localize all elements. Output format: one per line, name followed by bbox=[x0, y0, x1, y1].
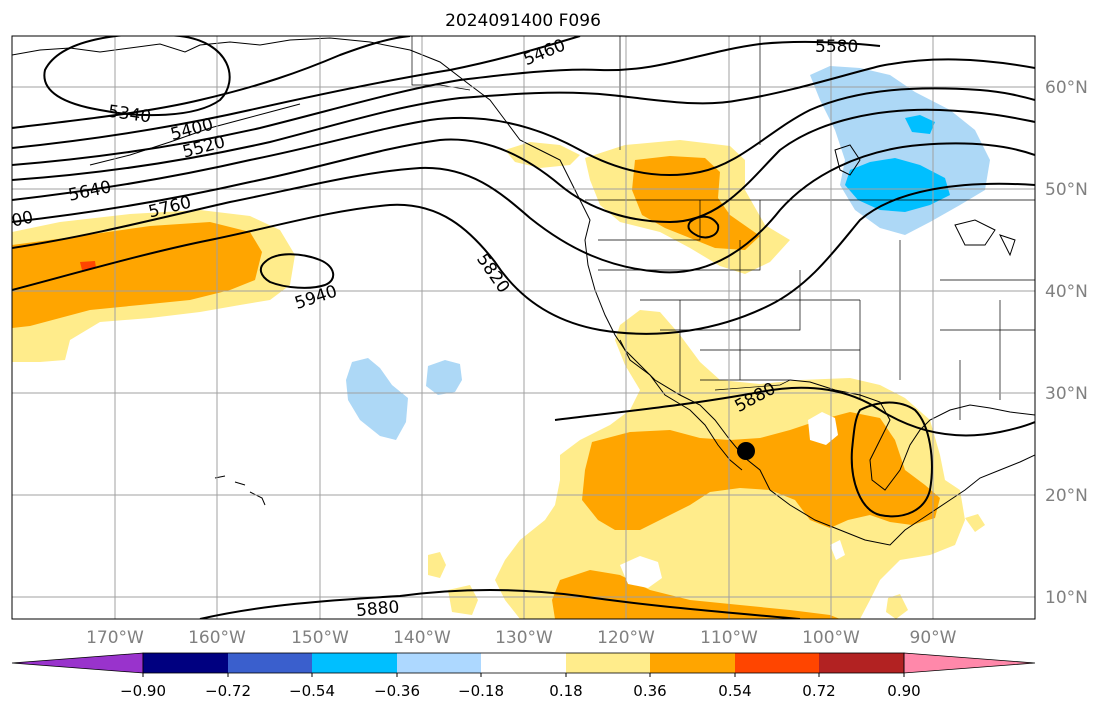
colorbar-tick-10: 0.90 bbox=[887, 682, 920, 700]
coastline-alaska bbox=[12, 37, 1035, 546]
colorbar-tick-1: −0.90 bbox=[120, 682, 166, 700]
colorbar-segment-8 bbox=[735, 653, 819, 673]
contour-5400 bbox=[12, 36, 411, 129]
colorbar-segment-2 bbox=[228, 653, 312, 673]
contour-5940 bbox=[259, 253, 335, 289]
contour-label-5580: 5580 bbox=[815, 37, 858, 57]
shade-orange-pacific bbox=[12, 222, 262, 328]
lon-label-120w: 120°W bbox=[597, 628, 655, 648]
lon-label-150w: 150°W bbox=[291, 628, 349, 648]
shade-white-hole-2 bbox=[620, 556, 662, 588]
colorbar-tick-5: −0.18 bbox=[458, 682, 504, 700]
graticule bbox=[12, 36, 1035, 619]
shade-light-blue-blob-2 bbox=[426, 360, 462, 395]
lon-label-170w: 170°W bbox=[86, 628, 144, 648]
contour-5760 bbox=[12, 142, 1035, 274]
shade-light-yellow-small-2 bbox=[448, 585, 478, 615]
lat-label-40: 40°N bbox=[1045, 282, 1088, 302]
colorbar-segment-1 bbox=[143, 653, 228, 673]
shade-light-yellow-small-4 bbox=[965, 514, 985, 532]
lon-label-130w: 130°W bbox=[495, 628, 553, 648]
contour-5460 bbox=[12, 36, 581, 149]
colorbar-segment-9 bbox=[819, 653, 904, 673]
map-frame bbox=[11, 35, 1036, 620]
shade-light-yellow-small-3 bbox=[886, 594, 908, 619]
colorbar-tick-2: −0.72 bbox=[205, 682, 251, 700]
shade-mid-blue-canada-north bbox=[905, 115, 935, 134]
colorbar-frame bbox=[142, 652, 905, 674]
lat-label-60: 60°N bbox=[1045, 78, 1088, 98]
colorbar-tick-7: 0.36 bbox=[633, 682, 666, 700]
longitude-labels: 170°W 160°W 150°W 140°W 130°W 120°W 110°… bbox=[86, 628, 957, 648]
lon-label-140w: 140°W bbox=[393, 628, 451, 648]
coastline-aleutians bbox=[89, 103, 301, 166]
colorbar-over-triangle bbox=[903, 652, 1036, 674]
map-area: 5340 5400 5520 5460 5580 5640 5700 5760 … bbox=[12, 36, 1035, 621]
contour-5700 bbox=[12, 108, 1035, 224]
contour-5820-inner bbox=[687, 215, 720, 239]
map-title: 2024091400 F096 bbox=[445, 11, 601, 31]
shade-orange-inland-nw bbox=[632, 156, 760, 250]
lat-label-10: 10°N bbox=[1045, 588, 1088, 608]
contour-label-5880-lower: 5880 bbox=[355, 597, 400, 621]
colorbar-segment-6 bbox=[566, 653, 650, 673]
lon-label-100w: 100°W bbox=[802, 628, 860, 648]
contour-5880-closed bbox=[850, 401, 933, 518]
colorbar-tick-6: 0.18 bbox=[549, 682, 582, 700]
contour-5640 bbox=[12, 87, 1035, 201]
lon-label-110w: 110°W bbox=[700, 628, 758, 648]
coastline-baja bbox=[619, 339, 743, 471]
lat-label-50: 50°N bbox=[1045, 180, 1088, 200]
lon-label-160w: 160°W bbox=[188, 628, 246, 648]
colorbar-tick-3: −0.54 bbox=[289, 682, 335, 700]
contour-5880 bbox=[554, 386, 1035, 437]
contour-5520 bbox=[12, 40, 881, 166]
shade-light-blue-blob-1 bbox=[346, 358, 408, 440]
political-borders bbox=[411, 36, 1035, 420]
height-contours bbox=[12, 36, 1035, 619]
contour-5820 bbox=[12, 182, 1035, 335]
lon-label-90w: 90°W bbox=[910, 628, 957, 648]
station-dot bbox=[737, 442, 755, 460]
colorbar-segment-5 bbox=[481, 653, 566, 673]
colorbar-tick-9: 0.72 bbox=[802, 682, 835, 700]
coastline-great-lakes bbox=[954, 219, 1016, 257]
colorbar-segment-7 bbox=[650, 653, 735, 673]
colorbar-segment-4 bbox=[397, 653, 481, 673]
colorbar-segment-3 bbox=[312, 653, 397, 673]
lat-label-20: 20°N bbox=[1045, 486, 1088, 506]
colorbar-under-triangle bbox=[11, 652, 144, 674]
lat-label-30: 30°N bbox=[1045, 384, 1088, 404]
contour-5580 bbox=[12, 58, 1035, 181]
contour-5880-south bbox=[199, 589, 801, 619]
shade-mid-blue-canada bbox=[845, 158, 950, 212]
shade-orange-south bbox=[552, 570, 840, 619]
anomaly-shading bbox=[12, 66, 990, 619]
shade-white-hole-3 bbox=[830, 540, 845, 560]
colorbar-tick-8: 0.54 bbox=[718, 682, 751, 700]
colorbar-tick-4: −0.36 bbox=[374, 682, 420, 700]
shade-light-yellow-small-1 bbox=[428, 552, 446, 578]
colorbar: −0.90 −0.72 −0.54 −0.36 −0.18 0.18 0.36 … bbox=[11, 652, 1036, 700]
latitude-labels: 60°N 50°N 40°N 30°N 20°N 10°N bbox=[1045, 78, 1088, 608]
